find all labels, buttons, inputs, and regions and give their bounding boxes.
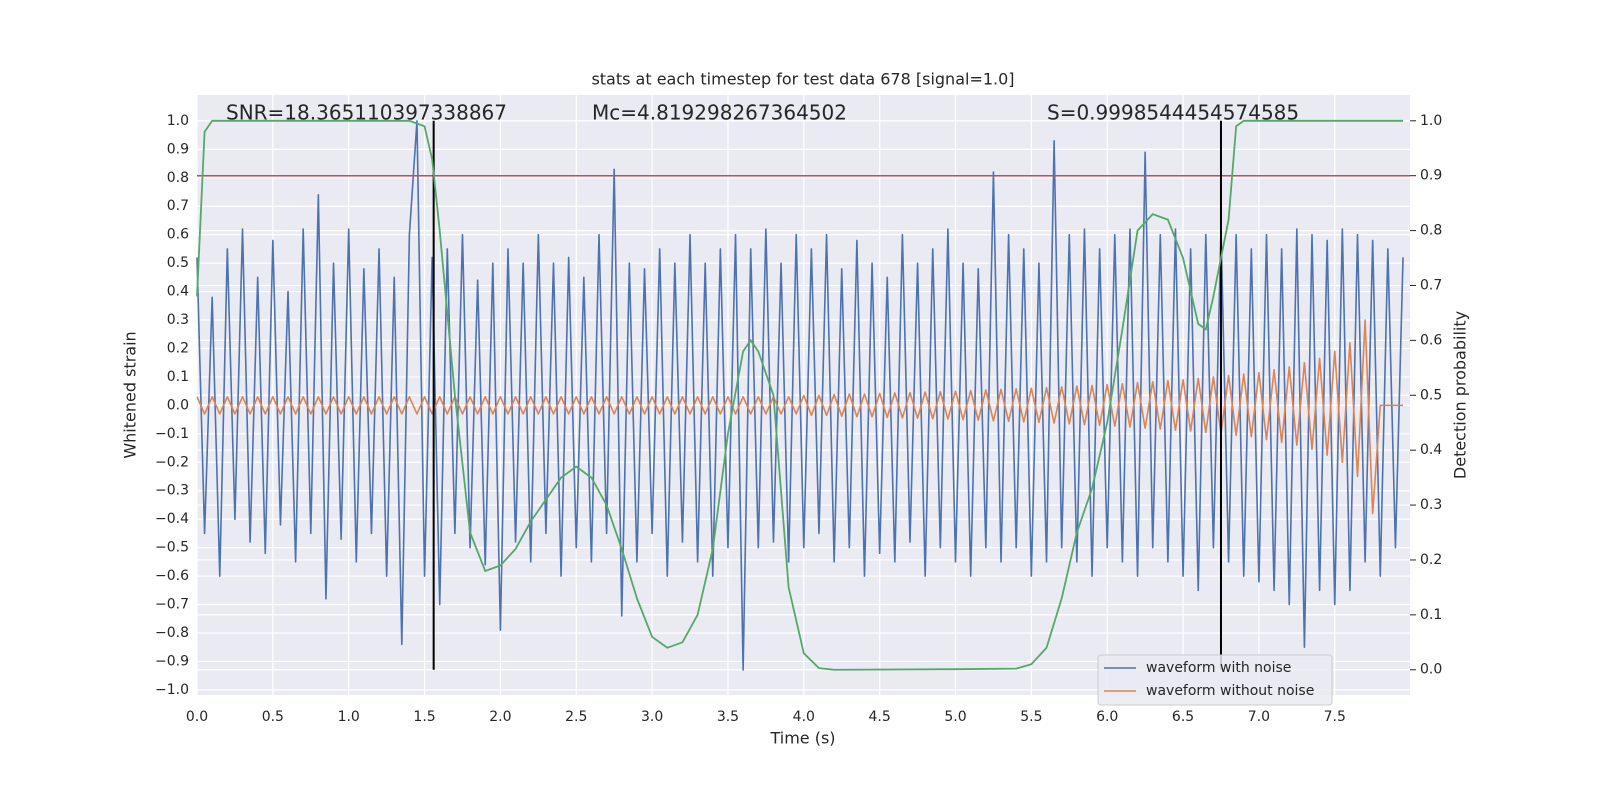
x-tick-label: 4.0 [793, 709, 815, 725]
y2-tick-label: 0.4 [1420, 442, 1442, 458]
y-tick-label: 0.9 [167, 141, 189, 157]
y2-tick-label: 0.7 [1420, 277, 1442, 293]
y-tick-label: 0.2 [167, 340, 189, 356]
y-tick-label: −0.3 [155, 483, 189, 499]
annotation: SNR=18.365110397338867 [226, 101, 507, 125]
y-tick-label: 1.0 [167, 113, 189, 129]
x-tick-label: 7.5 [1324, 709, 1346, 725]
legend-label: waveform without noise [1146, 683, 1314, 699]
x-tick-label: 0.0 [186, 709, 208, 725]
y-tick-label: 0.6 [167, 227, 189, 243]
y-tick-label: −0.2 [155, 454, 189, 470]
y-tick-label: 0.1 [167, 369, 189, 385]
y-tick-label: 0.5 [167, 255, 189, 271]
y-tick-label: −0.7 [155, 597, 189, 613]
y2-tick-label: 0.2 [1420, 552, 1442, 568]
y2-tick-label: 0.9 [1420, 168, 1442, 184]
x-tick-label: 4.5 [869, 709, 891, 725]
y-tick-label: −1.0 [155, 682, 189, 698]
x-tick-label: 1.5 [413, 709, 435, 725]
x-tick-label: 5.5 [1020, 709, 1042, 725]
y2-tick-label: 1.0 [1420, 113, 1442, 129]
y-tick-label: 0.0 [167, 397, 189, 413]
probability-line [196, 119, 1404, 671]
series-line [196, 319, 1404, 515]
y-tick-label: −0.5 [155, 540, 189, 556]
y-tick-label: 0.3 [167, 312, 189, 328]
y-tick-label: 0.4 [167, 284, 189, 300]
y2-tick-label: 0.5 [1420, 387, 1442, 403]
chart-title: stats at each timestep for test data 678… [591, 70, 1014, 89]
y-tick-label: −0.6 [155, 568, 189, 584]
x-tick-label: 6.0 [1096, 709, 1118, 725]
y-axis-label: Whitened strain [121, 331, 140, 458]
legend-label: waveform with noise [1146, 660, 1291, 676]
x-tick-label: 6.5 [1172, 709, 1194, 725]
x-tick-label: 7.0 [1248, 709, 1270, 725]
legend-box [1097, 654, 1333, 706]
annotation: S=0.9998544454574585 [1047, 101, 1299, 125]
y-tick-label: 0.7 [167, 198, 189, 214]
y2-tick-label: 0.1 [1420, 607, 1442, 623]
x-tick-label: 1.0 [338, 709, 360, 725]
x-tick-label: 3.5 [717, 709, 739, 725]
x-tick-label: 0.5 [262, 709, 284, 725]
y-tick-label: −0.9 [155, 653, 189, 669]
x-tick-label: 5.0 [944, 709, 966, 725]
y2-tick-label: 0.3 [1420, 497, 1442, 513]
y2-tick-label: 0.0 [1420, 662, 1442, 678]
y2-axis-label: Detection probability [1451, 311, 1470, 479]
y-tick-label: −0.1 [155, 426, 189, 442]
x-tick-label: 2.5 [565, 709, 587, 725]
y-tick-label: −0.4 [155, 511, 189, 527]
y-tick-label: −0.8 [155, 625, 189, 641]
series-line [196, 120, 1404, 671]
y2-tick-label: 0.8 [1420, 223, 1442, 239]
x-axis-label: Time (s) [769, 729, 835, 748]
annotation: Mc=4.819298267364502 [592, 101, 847, 125]
x-tick-label: 3.0 [641, 709, 663, 725]
x-tick-label: 2.0 [489, 709, 511, 725]
y-tick-label: 0.8 [167, 170, 189, 186]
y2-tick-label: 0.6 [1420, 332, 1442, 348]
